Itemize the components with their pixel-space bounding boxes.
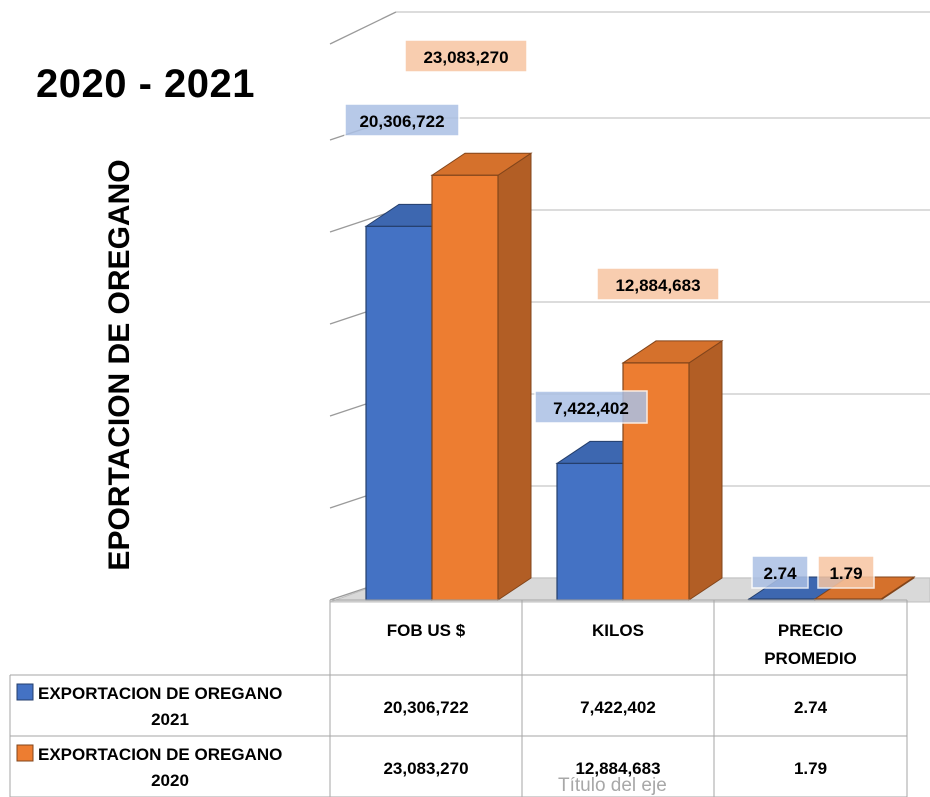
data-label-box xyxy=(534,390,648,424)
legend-label: 2021 xyxy=(151,710,189,729)
legend-label: EXPORTACION DE OREGANO xyxy=(38,745,282,764)
legend-label: 2020 xyxy=(151,771,189,790)
data-label: 7,422,402 xyxy=(553,399,629,418)
table-cell: 23,083,270 xyxy=(383,759,468,778)
table-cell: 1.79 xyxy=(794,759,827,778)
table-header: PRECIO xyxy=(778,621,843,640)
data-label-box xyxy=(596,267,720,301)
table-cell: 2.74 xyxy=(794,698,828,717)
legend-swatch xyxy=(16,683,34,701)
table-header: FOB US $ xyxy=(387,621,466,640)
bar-side xyxy=(688,339,723,601)
bar xyxy=(365,225,433,601)
chart-title: 2020 - 2021 xyxy=(36,62,256,106)
data-label-box xyxy=(404,39,528,73)
legend-label: EXPORTACION DE OREGANO xyxy=(38,684,282,703)
legend-swatch xyxy=(16,744,34,762)
bar xyxy=(431,174,499,601)
table-header: PROMEDIO xyxy=(764,649,857,668)
data-label: 1.79 xyxy=(829,564,862,583)
gridline-depth xyxy=(329,11,397,45)
data-label: 23,083,270 xyxy=(423,48,508,67)
bar-side xyxy=(497,152,532,601)
data-label-box xyxy=(817,555,875,589)
x-axis-title: Título del eje xyxy=(558,775,667,796)
table-cell: 12,884,683 xyxy=(575,759,660,778)
bar xyxy=(556,462,624,601)
data-label: 20,306,722 xyxy=(359,112,444,131)
table-cell: 7,422,402 xyxy=(580,698,656,717)
data-label: 12,884,683 xyxy=(615,276,700,295)
table-header: KILOS xyxy=(592,621,644,640)
table-cell: 20,306,722 xyxy=(383,698,468,717)
data-label: 2.74 xyxy=(763,564,797,583)
data-label-box xyxy=(344,103,460,137)
data-label-box xyxy=(751,555,809,589)
